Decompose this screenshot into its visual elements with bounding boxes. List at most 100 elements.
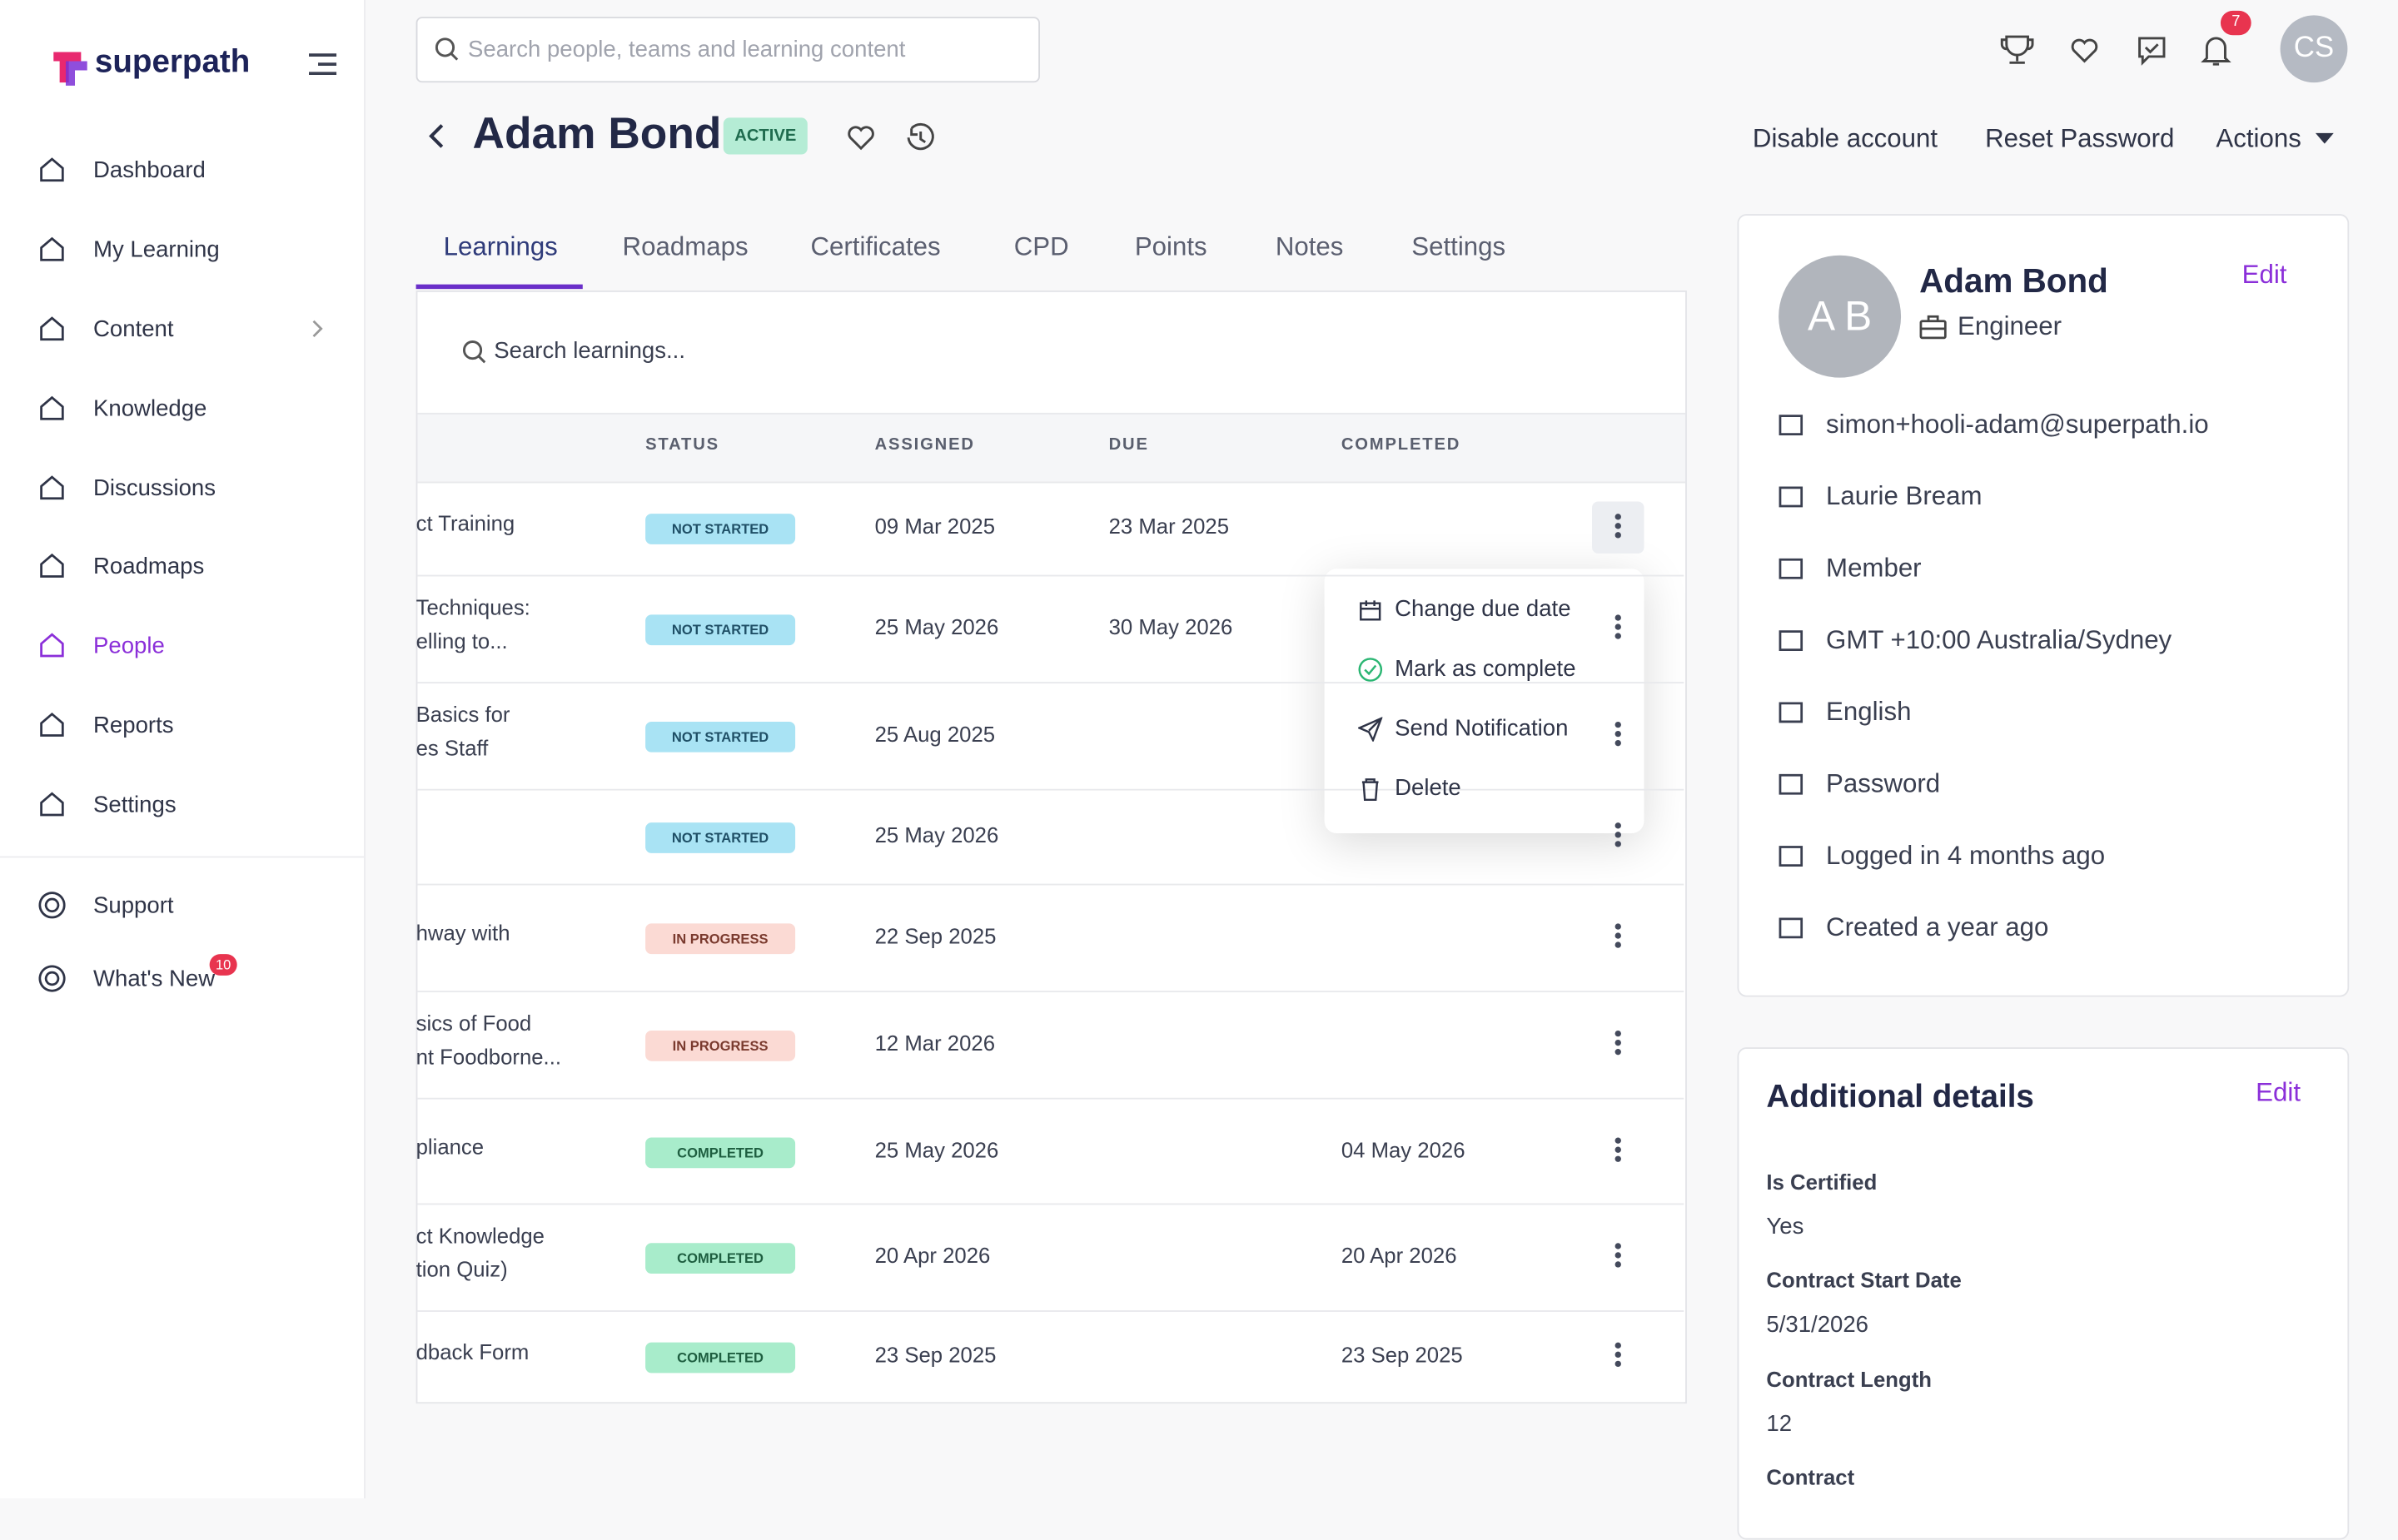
nav-item[interactable]: People (38, 627, 165, 663)
row-actions[interactable] (1614, 1342, 1623, 1370)
status-badge: NOT STARTED (645, 614, 796, 646)
row-divider (417, 1310, 1684, 1312)
row-actions[interactable] (1614, 514, 1623, 541)
detail-item: Logged in 4 months ago (1777, 841, 2105, 872)
row-divider (417, 682, 1684, 684)
card-edit[interactable]: Edit (2241, 260, 2287, 290)
row-actions[interactable] (1614, 822, 1623, 850)
role-icon (1919, 315, 1947, 340)
caret (2315, 132, 2334, 144)
nav-label: My Learning (93, 236, 220, 263)
tab[interactable]: CPD (1013, 232, 1069, 262)
nav-item[interactable]: Reports (38, 707, 174, 743)
tab[interactable]: Certificates (810, 232, 941, 262)
icon (40, 316, 64, 341)
body: superpath 10 Dashboard My Learning Content… (0, 0, 2350, 1540)
field-label: Is Certified (1766, 1170, 1878, 1195)
detail-item: Created a year ago (1777, 913, 2048, 944)
row-divider (417, 1402, 1684, 1404)
tab[interactable]: Roadmaps (622, 232, 749, 262)
menu-label: Delete (1395, 775, 1461, 802)
learnings-panel: Search learnings... (415, 290, 1687, 1404)
date-assigned: 25 May 2026 (874, 1136, 999, 1162)
row-actions[interactable] (1614, 721, 1623, 749)
profile-icons[interactable] (844, 121, 943, 154)
learnings-search[interactable]: Search learnings... (494, 337, 686, 365)
nav-item[interactable]: Knowledge (38, 390, 206, 426)
detail-text: simon+hooli-adam@superpath.io (1826, 410, 2209, 440)
tab[interactable]: Points (1134, 232, 1207, 262)
icon (1779, 917, 1803, 939)
page: Adam Bond {"sidebar":{"brand":"superpath… (0, 0, 2350, 1540)
global-search[interactable]: Search people, teams and learning conten… (415, 17, 1040, 83)
row-actions[interactable] (1614, 1136, 1623, 1165)
row-divider (417, 883, 1684, 886)
menu-item[interactable]: Delete (1358, 775, 1461, 801)
icon (40, 712, 64, 737)
status-badge: COMPLETED (645, 1136, 796, 1168)
detail-text: Member (1826, 553, 1922, 583)
status-badge: IN PROGRESS (645, 1030, 796, 1061)
learning-title: Techniques: (415, 594, 530, 619)
row-actions[interactable] (1614, 1030, 1623, 1058)
menu-item[interactable]: Mark as complete (1358, 656, 1576, 682)
tab-underline (415, 284, 583, 290)
menu-item[interactable]: Change due date (1358, 596, 1571, 623)
nav-item[interactable]: Discussions (38, 469, 216, 506)
row-actions[interactable] (1614, 614, 1623, 642)
row-divider (417, 1203, 1684, 1205)
menu-item[interactable]: Send Notification (1358, 716, 1568, 742)
reset-password[interactable]: Reset Password (1985, 123, 2175, 153)
user-avatar[interactable]: CS (2280, 15, 2348, 83)
field-value: Yes (1766, 1214, 1804, 1240)
back-button[interactable] (426, 122, 448, 150)
field-value: 12 (1766, 1411, 1793, 1438)
nav-item[interactable]: Roadmaps (38, 548, 204, 584)
brand: superpath (94, 44, 251, 80)
detail-text: Password (1826, 768, 1941, 798)
nav-item[interactable]: What's New (38, 960, 215, 996)
card-role: Engineer (1958, 311, 2062, 341)
nav-label: Reports (93, 712, 174, 738)
date-assigned: 20 Apr 2026 (874, 1243, 991, 1268)
date-assigned: 09 Mar 2025 (874, 514, 995, 539)
tab[interactable]: Notes (1275, 232, 1344, 262)
row-actions[interactable] (1614, 923, 1623, 951)
disable-account[interactable]: Disable account (1752, 123, 1938, 153)
nav-label: Roadmaps (93, 552, 205, 579)
learning-title: dback Form (415, 1339, 530, 1364)
row-divider (417, 574, 1684, 577)
status-badge: COMPLETED (645, 1243, 796, 1274)
nav-item[interactable]: Content (38, 310, 174, 347)
row-divider (417, 788, 1684, 791)
icon (38, 965, 66, 992)
card-name: Adam Bond (1919, 261, 2108, 301)
status-badge: COMPLETED (645, 1342, 796, 1374)
menu-label: Mark as complete (1395, 655, 1576, 683)
date-completed: 23 Sep 2025 (1341, 1342, 1463, 1368)
learning-title: ct Training (415, 510, 515, 535)
icon (1358, 716, 1383, 741)
icon (1779, 486, 1803, 508)
learning-title: nt Foodborne... (415, 1044, 561, 1069)
top-icons[interactable] (2000, 33, 2245, 67)
tab[interactable]: Learnings (443, 232, 558, 262)
nav-label: Discussions (93, 474, 216, 501)
nav-item[interactable]: Dashboard (38, 152, 206, 188)
date-due: 30 May 2026 (1108, 614, 1233, 639)
notification-badge: 7 (2220, 10, 2251, 36)
row-divider (417, 991, 1684, 993)
nav-label: Settings (93, 791, 177, 817)
row-actions[interactable] (1614, 1243, 1623, 1270)
nav-item[interactable]: Settings (38, 786, 177, 822)
detail-item: English (1777, 698, 1911, 728)
status-badge: NOT STARTED (645, 514, 796, 544)
nav-item[interactable]: My Learning (38, 231, 220, 267)
additional-title: Additional details (1766, 1079, 2034, 1115)
menu-toggle[interactable] (307, 52, 338, 76)
actions-menu[interactable]: Actions (2216, 123, 2301, 153)
additional-edit[interactable]: Edit (2256, 1077, 2301, 1107)
tab[interactable]: Settings (1411, 232, 1506, 262)
icon (1779, 773, 1803, 795)
nav-item[interactable]: Support (38, 887, 174, 923)
